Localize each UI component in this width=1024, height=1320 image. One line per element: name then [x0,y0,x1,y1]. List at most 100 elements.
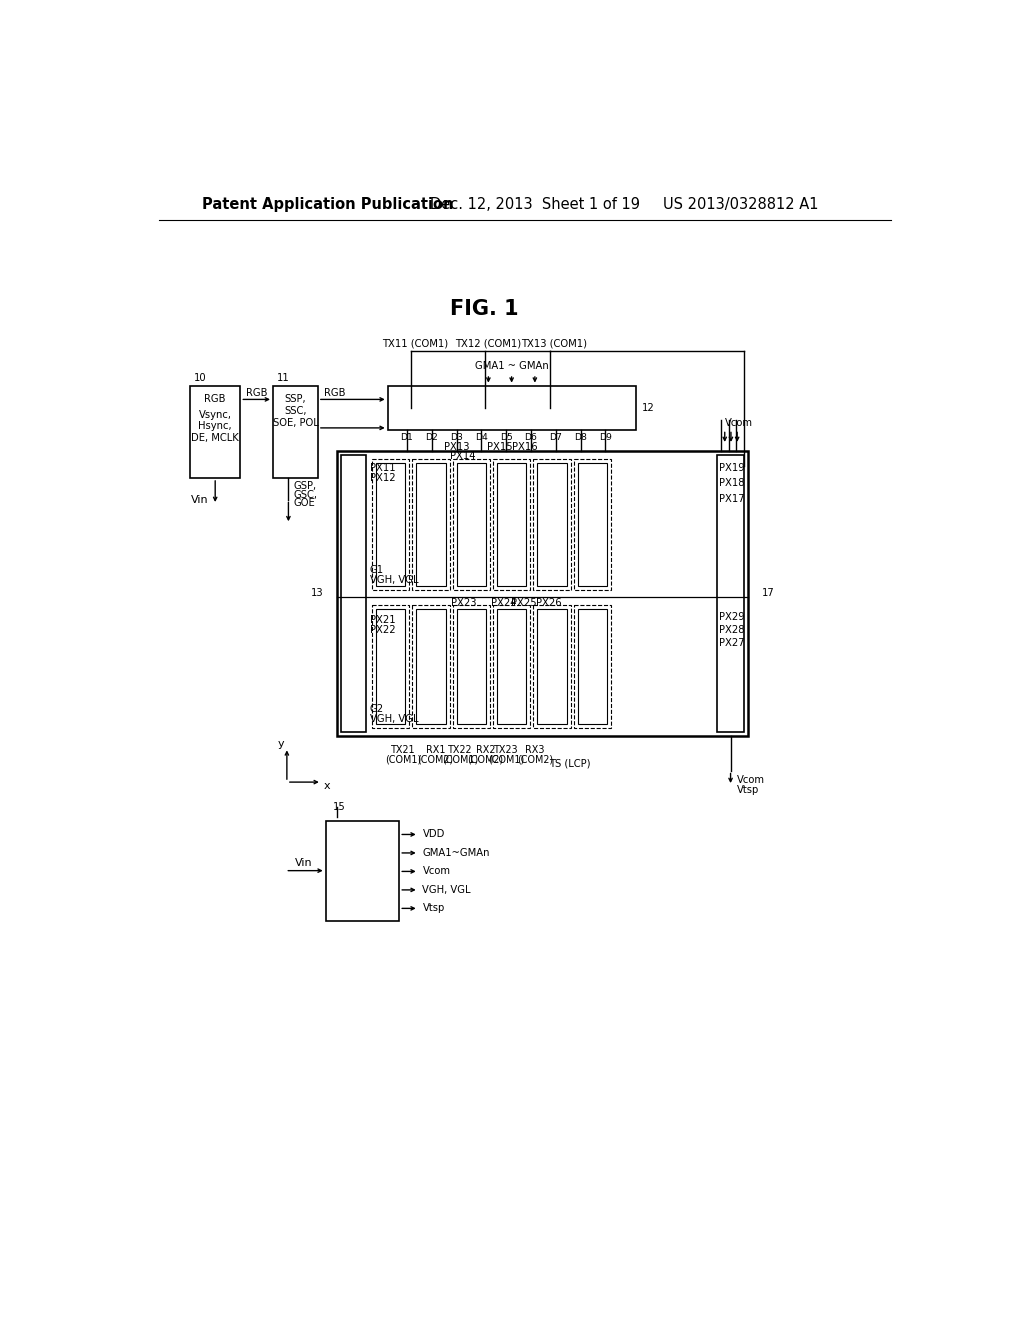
Text: D6: D6 [524,433,538,442]
Text: GOE: GOE [293,499,314,508]
Text: VGH, VGL: VGH, VGL [370,576,418,585]
Bar [578,609,607,725]
Bar [388,385,636,430]
Bar [417,609,445,725]
Text: 15: 15 [334,801,346,812]
Bar [273,385,317,478]
Text: TX22: TX22 [449,744,473,755]
Bar [376,609,406,725]
Text: D9: D9 [599,433,611,442]
Text: (COM1): (COM1) [385,754,421,764]
Bar [457,462,486,586]
Bar [578,462,607,586]
Bar [372,459,410,590]
Text: PX12: PX12 [370,473,395,483]
Text: RX1: RX1 [426,744,445,755]
Text: x: x [324,781,331,791]
Bar [453,459,489,590]
Text: D7: D7 [549,433,562,442]
Text: PX28: PX28 [720,624,744,635]
Text: y: y [278,739,284,748]
Text: TX21: TX21 [391,744,416,755]
Text: PX21: PX21 [370,615,395,626]
Text: PX29: PX29 [719,611,744,622]
Bar [457,609,486,725]
Text: 13: 13 [310,589,324,598]
Bar [413,459,450,590]
Text: (COM1): (COM1) [442,754,478,764]
Bar [534,605,570,729]
Bar [497,462,526,586]
Text: Hsync,: Hsync, [199,421,232,432]
Text: D5: D5 [500,433,513,442]
Bar [417,462,445,586]
Text: Vin: Vin [190,495,209,504]
Text: PX18: PX18 [720,478,744,488]
Text: D4: D4 [475,433,487,442]
Text: VGH, VGL: VGH, VGL [423,884,471,895]
Text: DE, MCLK: DE, MCLK [191,433,239,444]
Text: Vcom: Vcom [725,418,753,428]
Text: Vsync,: Vsync, [199,409,231,420]
Text: D1: D1 [400,433,414,442]
Text: VDD: VDD [423,829,444,840]
Text: TX12 (COM1): TX12 (COM1) [456,338,521,348]
Bar [341,455,366,733]
Bar [573,459,611,590]
Text: RGB: RGB [325,388,346,399]
Text: SSP,: SSP, [285,395,306,404]
Bar [538,462,566,586]
Bar [376,462,406,586]
Bar [493,605,530,729]
Text: 12: 12 [642,403,654,413]
Text: US 2013/0328812 A1: US 2013/0328812 A1 [663,197,818,213]
Text: PX22: PX22 [370,626,395,635]
Text: (COM2): (COM2) [517,754,553,764]
Bar [717,455,744,733]
Text: Vcom: Vcom [736,775,765,785]
Text: RX2: RX2 [475,744,495,755]
Bar [326,821,399,921]
Text: 17: 17 [762,589,775,598]
Text: Vtsp: Vtsp [423,903,444,913]
Bar [497,609,526,725]
Text: 10: 10 [194,372,207,383]
Text: Vin: Vin [295,858,312,869]
Text: FIG. 1: FIG. 1 [451,298,519,318]
Text: PX24: PX24 [492,598,517,607]
Text: VGH, VGL: VGH, VGL [370,714,418,723]
Text: G2: G2 [370,704,384,714]
Text: GSP,: GSP, [293,480,316,491]
Bar [372,605,410,729]
Text: PX16: PX16 [512,442,538,453]
Text: SOE, POL: SOE, POL [272,417,318,428]
Text: PX23: PX23 [451,598,476,607]
Text: PX25: PX25 [511,598,537,607]
Bar [538,609,566,725]
Text: GMA1 ~ GMAn: GMA1 ~ GMAn [475,362,549,371]
Text: TX23: TX23 [494,744,518,755]
Text: 11: 11 [276,372,290,383]
Text: TX13 (COM1): TX13 (COM1) [521,338,587,348]
Bar [453,605,489,729]
Text: (COM1): (COM1) [488,754,524,764]
Text: RX3: RX3 [525,744,545,755]
Text: D2: D2 [425,433,438,442]
Text: RGB: RGB [246,388,267,399]
Text: GSC,: GSC, [293,490,317,500]
Text: TX11 (COM1): TX11 (COM1) [382,338,447,348]
Text: G1: G1 [370,565,384,576]
Bar [190,385,241,478]
Text: SSC,: SSC, [284,407,306,416]
Text: Vcom: Vcom [423,866,451,876]
Text: (COM2): (COM2) [467,754,504,764]
Bar [573,605,611,729]
Text: PX26: PX26 [536,598,561,607]
Text: PX15: PX15 [487,442,513,453]
Bar [493,459,530,590]
Text: PX17: PX17 [719,494,744,504]
Text: Dec. 12, 2013  Sheet 1 of 19: Dec. 12, 2013 Sheet 1 of 19 [430,197,640,213]
Text: PX14: PX14 [451,451,475,462]
Bar [413,605,450,729]
Text: PX19: PX19 [719,463,744,473]
